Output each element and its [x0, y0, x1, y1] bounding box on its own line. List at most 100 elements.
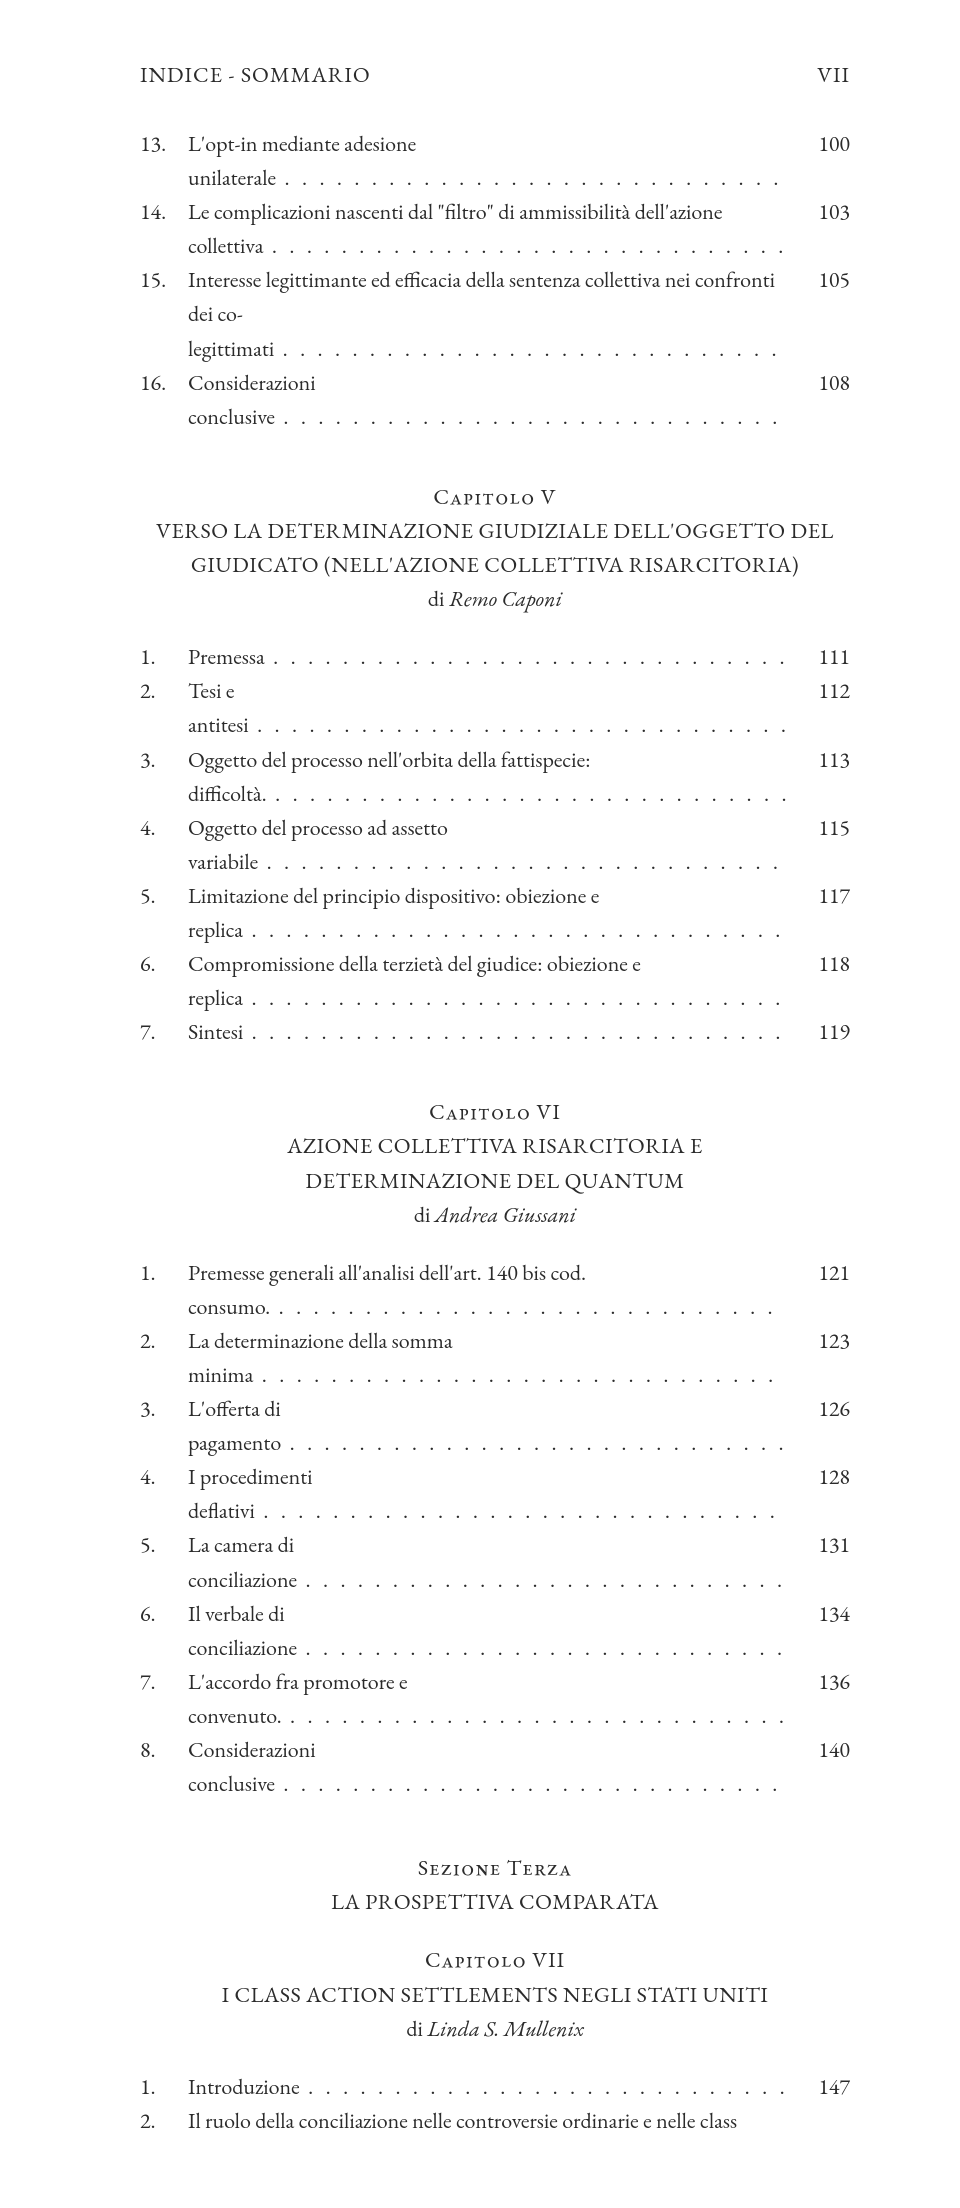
chapter-author: di Linda S. Mullenix	[140, 2012, 850, 2046]
toc-group-1: 13.L'opt-in mediante adesione unilateral…	[140, 127, 850, 434]
running-head-left: INDICE - SOMMARIO	[140, 60, 371, 89]
toc-entry-number: 15.	[140, 263, 188, 297]
toc-entry-text: Interesse legittimante ed efficacia dell…	[188, 263, 786, 365]
toc-entry: 8.Considerazioni conclusive140	[140, 1733, 850, 1801]
toc-entry: 1.Premesse generali all'analisi dell'art…	[140, 1256, 850, 1324]
chapter-title-line: I CLASS ACTION SETTLEMENTS NEGLI STATI U…	[140, 1978, 850, 2012]
toc-entry-text: Oggetto del processo ad assetto variabil…	[188, 811, 786, 879]
toc-entry-number: 4.	[140, 1460, 188, 1494]
running-head-right: VII	[817, 60, 850, 89]
toc-entry: 5.Limitazione del principio dispositivo:…	[140, 879, 850, 947]
section-label: Sezione Terza	[140, 1851, 850, 1885]
toc-group-3: 1.Premesse generali all'analisi dell'art…	[140, 1256, 850, 1802]
toc-entry-page: 111	[786, 640, 850, 674]
toc-entry: 6.Compromissione della terzietà del giud…	[140, 947, 850, 1015]
toc-entry-number: 4.	[140, 811, 188, 845]
toc-entry-text: Considerazioni conclusive	[188, 366, 786, 434]
toc-entry-number: 16.	[140, 366, 188, 400]
chapter-label: Capitolo VII	[140, 1943, 850, 1977]
toc-entry-page: 113	[786, 743, 850, 777]
toc-entry: 6.Il verbale di conciliazione134	[140, 1597, 850, 1665]
toc-entry-text: Oggetto del processo nell'orbita della f…	[188, 743, 786, 811]
author-name: Remo Caponi	[449, 584, 562, 613]
section-3-heading: Sezione Terza LA PROSPETTIVA COMPARATA	[140, 1851, 850, 1919]
toc-entry-page: 115	[786, 811, 850, 845]
toc-entry-text: L'accordo fra promotore e convenuto.	[188, 1665, 786, 1733]
toc-entry-number: 2.	[140, 674, 188, 708]
chapter-label: Capitolo V	[140, 480, 850, 514]
toc-entry-text: Le complicazioni nascenti dal "filtro" d…	[188, 195, 786, 263]
toc-entry-page: 118	[786, 947, 850, 981]
toc-entry-number: 7.	[140, 1665, 188, 1699]
toc-entry-text: Premessa	[188, 640, 786, 674]
toc-entry-number: 2.	[140, 1324, 188, 1358]
toc-entry-text: I procedimenti deflativi	[188, 1460, 786, 1528]
toc-entry-text: Il ruolo della conciliazione nelle contr…	[188, 2104, 850, 2138]
author-prefix: di	[406, 2014, 427, 2043]
toc-entry: 4.I procedimenti deflativi128	[140, 1460, 850, 1528]
toc-entry-page: 123	[786, 1324, 850, 1358]
toc-entry: 7.Sintesi119	[140, 1015, 850, 1049]
toc-entry-number: 5.	[140, 1528, 188, 1562]
chapter-title-line: AZIONE COLLETTIVA RISARCITORIA E	[140, 1129, 850, 1163]
toc-entry: 1.Premessa111	[140, 640, 850, 674]
toc-entry-page: 128	[786, 1460, 850, 1494]
toc-entry: 4.Oggetto del processo ad assetto variab…	[140, 811, 850, 879]
toc-entry-text: L'opt-in mediante adesione unilaterale	[188, 127, 786, 195]
toc-entry-text: Compromissione della terzietà del giudic…	[188, 947, 786, 1015]
toc-entry-number: 6.	[140, 1597, 188, 1631]
toc-entry-page: 119	[786, 1015, 850, 1049]
toc-entry-continued: 2. Il ruolo della conciliazione nelle co…	[140, 2104, 850, 2138]
toc-entry-text: Considerazioni conclusive	[188, 1733, 786, 1801]
toc-entry-page: 103	[786, 195, 850, 229]
author-name: Linda S. Mullenix	[427, 2014, 583, 2043]
running-head: INDICE - SOMMARIO VII	[140, 60, 850, 89]
toc-entry-page: 117	[786, 879, 850, 913]
toc-entry-text: Limitazione del principio dispositivo: o…	[188, 879, 786, 947]
toc-entry: 5.La camera di conciliazione131	[140, 1528, 850, 1596]
toc-entry: 7.L'accordo fra promotore e convenuto.13…	[140, 1665, 850, 1733]
toc-entry-page: 140	[786, 1733, 850, 1767]
toc-entry-page: 126	[786, 1392, 850, 1426]
toc-entry-page: 147	[786, 2070, 850, 2104]
toc-entry: 3.Oggetto del processo nell'orbita della…	[140, 743, 850, 811]
chapter-label: Capitolo VI	[140, 1095, 850, 1129]
toc-entry-number: 5.	[140, 879, 188, 913]
toc-entry-number: 3.	[140, 743, 188, 777]
toc-entry-page: 134	[786, 1597, 850, 1631]
toc-entry-number: 1.	[140, 1256, 188, 1290]
chapter-6-heading: Capitolo VI AZIONE COLLETTIVA RISARCITOR…	[140, 1095, 850, 1231]
chapter-title-line: VERSO LA DETERMINAZIONE GIUDIZIALE DELL'…	[140, 514, 850, 548]
toc-entry-text: La determinazione della somma minima	[188, 1324, 786, 1392]
toc-entry-page: 100	[786, 127, 850, 161]
toc-entry-text: Premesse generali all'analisi dell'art. …	[188, 1256, 786, 1324]
toc-entry-page: 136	[786, 1665, 850, 1699]
chapter-title-line: GIUDICATO (NELL'AZIONE COLLETTIVA RISARC…	[140, 548, 850, 582]
toc-entry-number: 8.	[140, 1733, 188, 1767]
toc-entry-number: 6.	[140, 947, 188, 981]
toc-entry-number: 3.	[140, 1392, 188, 1426]
toc-entry: 1.Introduzione147	[140, 2070, 850, 2104]
chapter-7-heading: Capitolo VII I CLASS ACTION SETTLEMENTS …	[140, 1943, 850, 2045]
toc-entry: 14.Le complicazioni nascenti dal "filtro…	[140, 195, 850, 263]
toc-entry: 2.Tesi e antitesi112	[140, 674, 850, 742]
toc-entry-text: Sintesi	[188, 1015, 786, 1049]
toc-entry-number: 13.	[140, 127, 188, 161]
toc-group-2: 1.Premessa1112.Tesi e antitesi1123.Ogget…	[140, 640, 850, 1049]
toc-entry-number: 7.	[140, 1015, 188, 1049]
toc-entry-page: 108	[786, 366, 850, 400]
toc-entry: 3.L'offerta di pagamento126	[140, 1392, 850, 1460]
toc-entry-text: Introduzione	[188, 2070, 786, 2104]
toc-entry-number: 1.	[140, 2070, 188, 2104]
toc-entry-number: 1.	[140, 640, 188, 674]
chapter-author: di Remo Caponi	[140, 582, 850, 616]
chapter-author: di Andrea Giussani	[140, 1198, 850, 1232]
toc-entry-number: 2.	[140, 2104, 188, 2138]
toc-entry-page: 105	[786, 263, 850, 297]
author-prefix: di	[414, 1200, 435, 1229]
chapter-title-line: DETERMINAZIONE DEL QUANTUM	[140, 1164, 850, 1198]
author-name: Andrea Giussani	[435, 1200, 576, 1229]
toc-page: INDICE - SOMMARIO VII 13.L'opt-in median…	[0, 0, 960, 2208]
chapter-5-heading: Capitolo V VERSO LA DETERMINAZIONE GIUDI…	[140, 480, 850, 616]
toc-entry-number: 14.	[140, 195, 188, 229]
